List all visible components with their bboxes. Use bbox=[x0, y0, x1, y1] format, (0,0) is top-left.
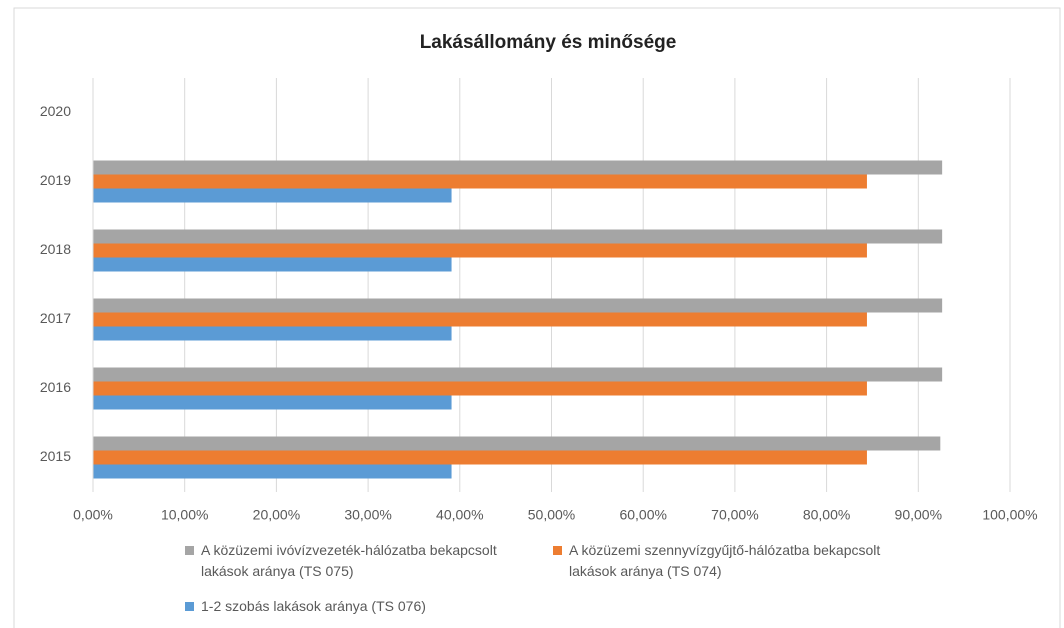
legend-item: 1-2 szobás lakások aránya (TS 076) bbox=[185, 596, 441, 617]
bar bbox=[93, 312, 867, 327]
legend-label: A közüzemi szennyvízgyűjtő-hálózatba bek… bbox=[569, 542, 881, 579]
bar bbox=[93, 298, 943, 313]
chart-title: Lakásállomány és minősége bbox=[420, 32, 677, 53]
legend-label: 1-2 szobás lakások aránya (TS 076) bbox=[201, 598, 426, 614]
y-tick-label: 2017 bbox=[40, 310, 71, 326]
bar bbox=[93, 326, 452, 341]
bar bbox=[93, 464, 452, 479]
bar bbox=[93, 229, 943, 244]
y-tick-label: 2018 bbox=[40, 241, 71, 257]
x-tick-label: 10,00% bbox=[161, 507, 208, 523]
bar bbox=[93, 436, 941, 451]
y-tick-label: 2020 bbox=[40, 103, 71, 119]
legend-item: A közüzemi ivóvízvezeték-hálózatba bekap… bbox=[185, 540, 531, 582]
x-tick-label: 40,00% bbox=[436, 507, 483, 523]
bar bbox=[93, 450, 867, 465]
bar bbox=[93, 381, 867, 396]
legend-swatch bbox=[553, 546, 562, 555]
x-tick-label: 30,00% bbox=[344, 507, 391, 523]
bar bbox=[93, 367, 943, 382]
bar bbox=[93, 395, 452, 410]
y-tick-label: 2019 bbox=[40, 172, 71, 188]
legend-label: A közüzemi ivóvízvezeték-hálózatba bekap… bbox=[201, 542, 497, 579]
x-tick-label: 70,00% bbox=[711, 507, 758, 523]
x-tick-label: 100,00% bbox=[982, 507, 1037, 523]
x-tick-label: 80,00% bbox=[803, 507, 850, 523]
x-tick-label: 60,00% bbox=[619, 507, 666, 523]
x-tick-label: 20,00% bbox=[253, 507, 300, 523]
bar bbox=[93, 243, 867, 258]
bar bbox=[93, 174, 867, 189]
legend-swatch bbox=[185, 546, 194, 555]
x-tick-label: 0,00% bbox=[73, 507, 113, 523]
x-tick-label: 90,00% bbox=[895, 507, 942, 523]
y-tick-label: 2015 bbox=[40, 448, 71, 464]
y-tick-label: 2016 bbox=[40, 379, 71, 395]
bar bbox=[93, 160, 943, 175]
legend-item: A közüzemi szennyvízgyűjtő-hálózatba bek… bbox=[553, 540, 909, 582]
legend-swatch bbox=[185, 602, 194, 611]
x-tick-label: 50,00% bbox=[528, 507, 575, 523]
bar bbox=[93, 188, 452, 203]
bar bbox=[93, 257, 452, 272]
